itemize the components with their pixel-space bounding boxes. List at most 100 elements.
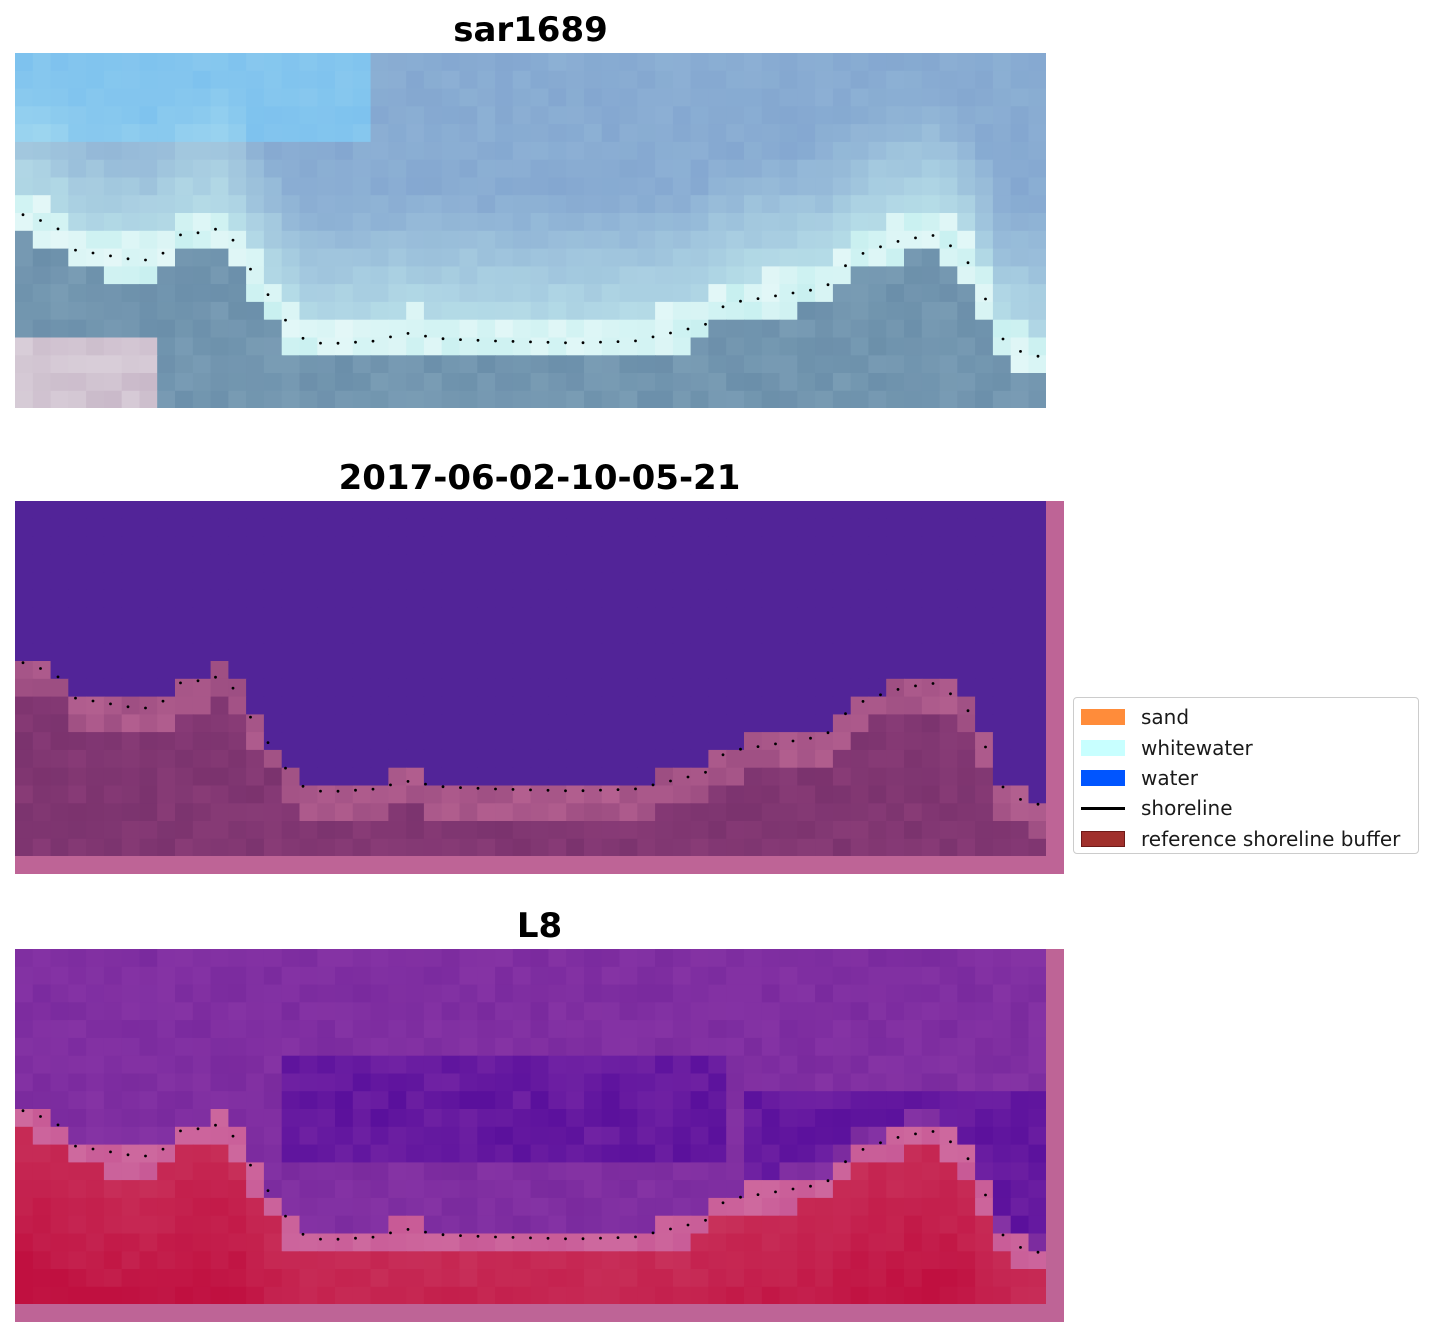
shoreline-point (914, 236, 917, 240)
sand-swatch (1081, 709, 1125, 726)
mndwi-image (15, 949, 1064, 1322)
shoreline-point (704, 770, 707, 774)
shoreline-point (231, 686, 235, 690)
shoreline-point (564, 1237, 567, 1241)
mndwi-pixels (15, 949, 1047, 1306)
shoreline-point (214, 1123, 217, 1127)
shoreline-point (669, 1227, 672, 1231)
rgb-pixels (15, 53, 1046, 408)
shoreline-point (826, 283, 830, 287)
shoreline-point (739, 747, 742, 751)
shoreline-point (266, 293, 270, 296)
shoreline-point (791, 739, 795, 743)
shoreline-point (599, 788, 602, 792)
shoreline-point (1036, 802, 1040, 806)
legend-label-water: water (1141, 765, 1198, 790)
shoreline-point (284, 766, 287, 770)
shoreline-point (1019, 798, 1022, 801)
shoreline-point (179, 681, 182, 685)
shoreline-point (266, 741, 270, 744)
panel-title-3: L8 (516, 906, 563, 946)
shoreline-point (1019, 350, 1022, 353)
shoreline-point (896, 240, 900, 243)
shoreline-point (161, 251, 165, 255)
shoreline-point (354, 340, 357, 344)
shoreline-point (459, 786, 462, 789)
shoreline-point (564, 341, 567, 345)
shoreline-point (109, 1150, 112, 1154)
shoreline-point (616, 788, 620, 791)
shoreline-point (91, 251, 95, 255)
shoreline-point (424, 1230, 427, 1234)
shoreline-point (56, 227, 60, 231)
shoreline-point (511, 788, 515, 791)
shoreline-point (424, 782, 427, 786)
rgb-image-panel (15, 53, 1046, 408)
shoreline-point (896, 1136, 900, 1139)
legend-item-whitewater: whitewater (1074, 732, 1418, 762)
shoreline-point (249, 1163, 252, 1167)
shoreline-point (511, 1236, 515, 1239)
shoreline-point (756, 297, 760, 300)
shoreline-point (196, 679, 200, 683)
shoreline-point (581, 341, 585, 345)
shoreline-point (126, 257, 130, 261)
shoreline-point (249, 267, 252, 271)
shoreline-point (1019, 1246, 1022, 1249)
shoreline-point (144, 258, 147, 262)
shoreline-point (966, 1157, 970, 1161)
shoreline-point (686, 327, 690, 331)
shoreline-point (984, 745, 987, 749)
legend-item-buffer: reference shoreline buffer (1074, 824, 1418, 854)
shoreline-point (74, 696, 77, 700)
shoreline-point (756, 745, 760, 748)
shoreline-point (564, 789, 567, 793)
shoreline-point (721, 1201, 725, 1205)
shoreline-point (879, 245, 882, 249)
shoreline-point (284, 1214, 287, 1218)
shoreline-point (669, 779, 672, 783)
shoreline-point (721, 753, 725, 757)
reference-buffer-frame (15, 501, 1064, 874)
shoreline-point (826, 1179, 830, 1183)
shoreline-point (546, 788, 550, 792)
shoreline-point (249, 715, 252, 719)
shoreline-point (406, 332, 410, 335)
shoreline-point (669, 331, 672, 335)
shoreline-point (126, 1153, 130, 1157)
water-swatch (1081, 769, 1125, 786)
legend-label-shoreline: shoreline (1141, 796, 1233, 821)
shoreline-point (511, 340, 515, 343)
shoreline-point (809, 736, 812, 740)
shoreline-point (844, 264, 847, 268)
shoreline-points (21, 1109, 1040, 1254)
shoreline-point (336, 1237, 340, 1241)
shoreline-point (546, 340, 550, 344)
shoreline-point (91, 1147, 95, 1151)
shoreline-point (774, 294, 777, 298)
shoreline-point (844, 1160, 847, 1164)
shoreline-point (389, 1231, 392, 1235)
shoreline-point (476, 1234, 480, 1238)
legend-label-sand: sand (1141, 705, 1190, 730)
shoreline-point (354, 788, 357, 792)
shoreline-point (319, 789, 322, 793)
shoreline-point (144, 706, 147, 710)
rgb-image (15, 53, 1046, 408)
legend: sand whitewater water shoreline referenc… (1073, 697, 1419, 854)
shoreline-point (494, 1235, 497, 1239)
shoreline-line-swatch (1081, 807, 1125, 810)
shoreline-point (914, 1132, 917, 1136)
legend-item-sand: sand (1074, 702, 1418, 732)
shoreline-point (879, 1141, 882, 1145)
shoreline-point (966, 261, 970, 265)
shoreline-point (879, 693, 882, 697)
shoreline-point (966, 709, 970, 713)
shoreline-point (651, 783, 655, 787)
shoreline-point (739, 299, 742, 303)
panel-title-1: sar1689 (453, 10, 608, 50)
shoreline-point (704, 322, 707, 326)
shoreline-point (861, 1148, 865, 1151)
shoreline-point (74, 248, 77, 252)
shoreline-point (406, 780, 410, 783)
